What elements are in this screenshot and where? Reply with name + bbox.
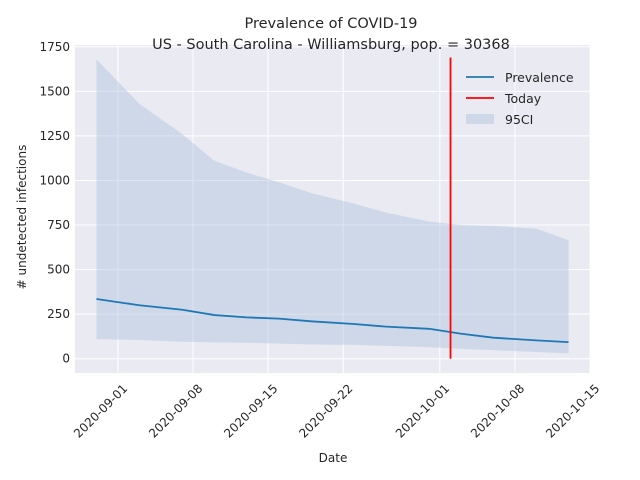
x-tick-label: 2020-10-08 — [468, 381, 527, 440]
y-tick-label: 500 — [47, 263, 70, 277]
legend-label-today: Today — [504, 91, 542, 106]
legend-label-95ci: 95CI — [505, 112, 533, 127]
y-tick-label: 1000 — [39, 173, 70, 187]
x-tick-label: 2020-09-22 — [296, 381, 355, 440]
x-tick-label: 2020-10-01 — [393, 381, 452, 440]
x-tick-labels: 2020-09-01 2020-09-08 2020-09-15 2020-09-22… — [71, 381, 602, 440]
chart-subtitle: US - South Carolina - Williamsburg, pop.… — [152, 37, 510, 53]
legend-label-prevalence: Prevalence — [505, 70, 574, 85]
y-axis-label: # undetected infections — [15, 145, 29, 290]
y-tick-label: 250 — [47, 307, 70, 321]
x-tick-label: 2020-10-15 — [543, 381, 602, 440]
y-tick-label: 1750 — [39, 40, 70, 54]
y-tick-labels: 0 250 500 750 1000 1250 1500 1750 — [39, 40, 70, 366]
prevalence-line — [96, 298, 569, 344]
x-axis-label: Date — [319, 451, 348, 465]
y-tick-label: 0 — [62, 352, 70, 366]
y-tick-label: 750 — [47, 218, 70, 232]
x-tick-label: 2020-09-08 — [146, 381, 205, 440]
legend: Prevalence Today 95CI — [466, 70, 574, 127]
y-tick-label: 1500 — [39, 84, 70, 98]
y-tick-label: 1250 — [39, 129, 70, 143]
x-tick-label: 2020-09-01 — [71, 381, 130, 440]
series-layer — [96, 57, 569, 359]
legend-swatch-95ci — [466, 114, 494, 124]
chart-title: Prevalence of COVID-19 — [244, 16, 417, 32]
x-tick-label: 2020-09-15 — [221, 381, 280, 440]
plot-area — [75, 45, 590, 373]
